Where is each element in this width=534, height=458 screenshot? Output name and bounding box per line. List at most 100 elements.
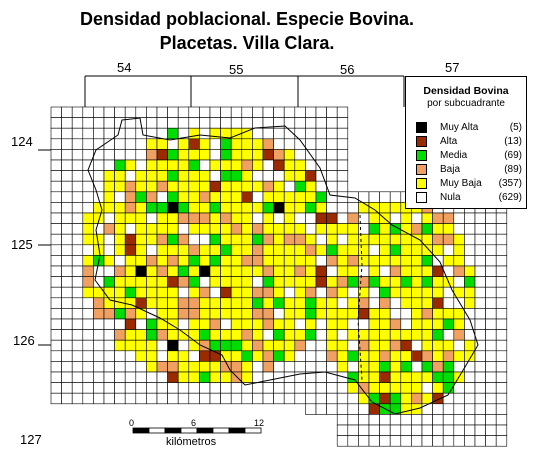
grid-cell xyxy=(124,244,137,256)
grid-cell xyxy=(283,350,296,362)
grid-cell xyxy=(432,265,444,277)
grid-cell xyxy=(294,191,306,203)
grid-cell xyxy=(167,223,179,235)
grid-cell xyxy=(283,286,296,299)
grid-cell xyxy=(421,308,433,320)
grid-cell xyxy=(199,329,211,341)
grid-cell xyxy=(347,424,359,436)
grid-cell xyxy=(421,212,433,224)
grid-cell xyxy=(93,233,105,246)
grid-cell xyxy=(326,138,338,150)
grid-cell xyxy=(283,244,296,256)
grid-cell xyxy=(336,170,349,182)
grid-cell xyxy=(241,223,253,235)
grid-cell xyxy=(326,382,338,394)
grid-cell xyxy=(124,127,137,140)
grid-cell xyxy=(167,170,179,182)
grid-cell xyxy=(82,180,94,193)
grid-cell xyxy=(368,286,380,299)
grid-cell xyxy=(50,117,62,129)
grid-cell xyxy=(103,329,115,341)
grid-cell xyxy=(326,392,338,405)
grid-cell xyxy=(474,403,486,415)
grid-cell xyxy=(177,117,190,129)
grid-cell xyxy=(135,212,147,224)
grid-cell xyxy=(273,191,285,203)
grid-cell xyxy=(50,276,62,288)
grid-cell xyxy=(188,159,200,171)
grid-cell xyxy=(167,392,179,405)
grid-cell xyxy=(379,371,391,383)
grid-cell xyxy=(114,308,126,320)
grid-cell xyxy=(124,318,137,330)
scale-bar-segment xyxy=(180,427,198,434)
grid-cell xyxy=(124,202,137,214)
grid-cell xyxy=(71,308,84,320)
grid-cell xyxy=(135,318,147,330)
grid-cell xyxy=(283,106,296,118)
grid-cell xyxy=(495,392,508,405)
grid-cell xyxy=(188,265,200,277)
grid-cell xyxy=(262,202,274,214)
scale-bar-segment xyxy=(196,427,214,434)
legend-item-nula: Nula (629) xyxy=(416,192,522,205)
grid-cell xyxy=(220,265,232,277)
grid-cell xyxy=(61,382,73,394)
grid-cell xyxy=(262,276,274,288)
grid-cell xyxy=(156,276,168,288)
grid-cell xyxy=(135,223,147,235)
grid-cell xyxy=(220,170,232,182)
grid-cell xyxy=(400,339,412,352)
grid-cell xyxy=(358,308,370,320)
grid-cell xyxy=(241,202,253,214)
grid-cell xyxy=(262,159,274,171)
grid-cell xyxy=(464,212,476,224)
grid-cell xyxy=(347,361,359,373)
grid-cell xyxy=(241,149,253,161)
grid-cell xyxy=(241,361,253,373)
grid-cell xyxy=(273,233,285,246)
grid-cell xyxy=(167,339,179,352)
grid-cell xyxy=(453,297,465,309)
grid-cell xyxy=(199,371,211,383)
grid-cell xyxy=(230,202,243,214)
grid-cell xyxy=(71,117,84,129)
grid-cell xyxy=(442,403,455,415)
grid-cell xyxy=(177,392,190,405)
grid-cell xyxy=(421,403,433,415)
grid-cell xyxy=(188,350,200,362)
grid-cell xyxy=(61,308,73,320)
grid-cell xyxy=(241,329,253,341)
legend-swatch xyxy=(416,164,427,175)
grid-cell xyxy=(114,361,126,373)
grid-cell xyxy=(411,276,423,288)
legend-swatch xyxy=(416,122,427,133)
grid-cell xyxy=(220,106,232,118)
grid-cell xyxy=(305,191,317,203)
grid-cell xyxy=(347,223,359,235)
grid-cell xyxy=(82,117,94,129)
grid-cell xyxy=(135,286,147,299)
grid-cell xyxy=(421,329,433,341)
grid-cell xyxy=(209,138,221,150)
grid-cell xyxy=(283,276,296,288)
grid-cell xyxy=(347,265,359,277)
grid-cell xyxy=(114,170,126,182)
grid-cell xyxy=(432,361,444,373)
grid-cell xyxy=(262,361,274,373)
grid-cell xyxy=(146,382,158,394)
grid-cell xyxy=(177,382,190,394)
grid-cell xyxy=(61,127,73,140)
grid-cell xyxy=(358,223,370,235)
grid-cell xyxy=(167,350,179,362)
grid-cell xyxy=(230,117,243,129)
grid-cell xyxy=(411,361,423,373)
grid-cell xyxy=(379,339,391,352)
grid-cell xyxy=(368,392,380,405)
grid-cell xyxy=(495,329,508,341)
grid-cell xyxy=(167,191,179,203)
grid-cell xyxy=(464,392,476,405)
grid-cell xyxy=(474,276,486,288)
grid-cell xyxy=(389,382,402,394)
grid-cell xyxy=(464,424,476,436)
